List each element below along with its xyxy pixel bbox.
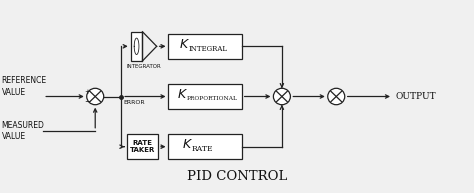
Bar	[128, 134, 158, 159]
Circle shape	[87, 88, 104, 105]
Bar	[168, 84, 242, 109]
Text: $K$: $K$	[182, 138, 193, 151]
Text: INTEGRAL: INTEGRAL	[189, 45, 228, 53]
Text: INTEGRATOR: INTEGRATOR	[126, 64, 161, 69]
Text: −: −	[85, 99, 91, 105]
Text: RATE: RATE	[191, 145, 213, 153]
Text: REFERENCE
VALUE: REFERENCE VALUE	[1, 76, 47, 96]
Text: RATE
TAKER: RATE TAKER	[130, 140, 155, 153]
Bar	[168, 134, 242, 159]
Text: $K$: $K$	[177, 88, 188, 101]
Text: MEASURED
VALUE: MEASURED VALUE	[1, 121, 45, 141]
Text: PROPORTIONAL: PROPORTIONAL	[187, 96, 238, 101]
Text: PID CONTROL: PID CONTROL	[187, 170, 287, 183]
Bar	[168, 34, 242, 59]
Circle shape	[273, 88, 291, 105]
Bar	[131, 32, 143, 61]
Circle shape	[328, 88, 345, 105]
Text: $K$: $K$	[179, 38, 190, 51]
Text: OUTPUT: OUTPUT	[395, 92, 436, 101]
Text: +: +	[85, 89, 91, 95]
Text: ERROR: ERROR	[124, 100, 145, 105]
